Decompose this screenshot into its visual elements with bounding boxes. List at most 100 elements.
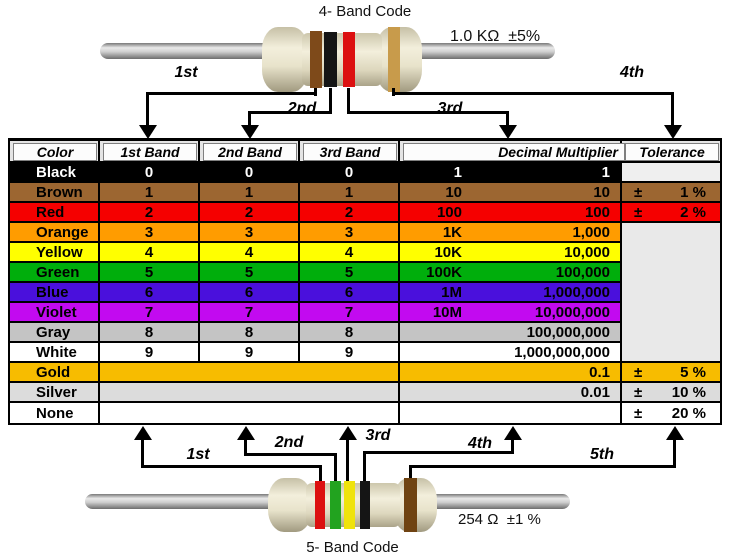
arrow-line	[244, 438, 247, 456]
color-name: Green	[10, 263, 100, 283]
cell-multiplier: 1K 1,000	[400, 223, 622, 243]
resistor-band-red	[343, 32, 355, 87]
cell-multiplier: 100,000,000	[400, 323, 622, 343]
arrow-line	[506, 111, 509, 126]
arrowhead-up-icon	[504, 426, 522, 440]
cell-multiplier: 0.1	[400, 363, 622, 383]
arrow-label-5th: 5th	[590, 446, 614, 463]
arrow-line	[319, 465, 322, 482]
color-name: Orange	[10, 223, 100, 243]
cell-bands-merged	[100, 383, 400, 403]
resistor-band-green	[330, 481, 341, 529]
cell-1st-band: 7	[100, 303, 200, 323]
cell-3rd-band: 8	[300, 323, 400, 343]
arrow-line	[511, 438, 514, 454]
cell-multiplier: 10M 10,000,000	[400, 303, 622, 323]
cell-tolerance	[622, 343, 720, 363]
color-code-table: Color 1st Band 2nd Band 3rd Band Decimal…	[8, 138, 722, 425]
cell-multiplier: 1M 1,000,000	[400, 283, 622, 303]
cell-bands-merged	[100, 363, 400, 383]
arrow-label-3rd: 3rd	[365, 427, 391, 444]
cell-2nd-band: 5	[200, 263, 300, 283]
color-name: Blue	[10, 283, 100, 303]
five-band-value-label: 254 Ω ±1 %	[458, 511, 541, 528]
cell-1st-band: 5	[100, 263, 200, 283]
cell-multiplier: 1,000,000,000	[400, 343, 622, 363]
header-3rd-band: 3rd Band	[303, 143, 397, 161]
table-row-silver: Silver 0.01 ±10 %	[10, 383, 720, 403]
arrow-label-3rd: 3rd	[437, 100, 463, 117]
arrow-label-2nd: 2nd	[274, 434, 304, 451]
resistor-band-black	[360, 481, 370, 529]
arrow-line	[141, 465, 322, 468]
color-name: Gold	[10, 363, 100, 383]
arrow-line	[347, 88, 350, 114]
resistor-band-yellow	[344, 481, 355, 529]
arrowhead-down-icon	[499, 125, 517, 139]
header-tolerance: Tolerance	[625, 143, 719, 161]
arrow-line	[392, 92, 674, 95]
cell-tolerance	[622, 163, 720, 183]
color-name: Gray	[10, 323, 100, 343]
cell-3rd-band: 7	[300, 303, 400, 323]
five-band-title: 5- Band Code	[306, 539, 399, 556]
arrow-line	[363, 451, 514, 454]
cell-tolerance: ±20 %	[634, 404, 706, 422]
arrowhead-up-icon	[339, 426, 357, 440]
arrow-line	[347, 111, 509, 114]
table-row-brown: Brown 1 1 1 10 10 ±1 %	[10, 183, 720, 203]
arrow-label-2nd: 2nd	[287, 100, 317, 117]
arrowhead-up-icon	[134, 426, 152, 440]
table-row-violet: Violet 7 7 7 10M 10,000,000	[10, 303, 720, 323]
arrowhead-down-icon	[241, 125, 259, 139]
cell-1st-band: 2	[100, 203, 200, 223]
arrow-line	[248, 111, 251, 126]
header-color: Color	[13, 143, 97, 161]
cell-multiplier: 0.01	[400, 383, 622, 403]
cell-1st-band: 9	[100, 343, 200, 363]
cell-2nd-band: 9	[200, 343, 300, 363]
table-row-gray: Gray 8 8 8 100,000,000	[10, 323, 720, 343]
arrow-line	[673, 438, 676, 468]
arrow-line	[248, 111, 332, 114]
cell-2nd-band: 1	[200, 183, 300, 203]
table-row-blue: Blue 6 6 6 1M 1,000,000	[10, 283, 720, 303]
arrow-line	[346, 438, 349, 482]
arrow-line	[334, 453, 337, 482]
resistor-body-end	[262, 27, 308, 92]
cell-2nd-band: 6	[200, 283, 300, 303]
color-name: Violet	[10, 303, 100, 323]
resistor-band-brown	[310, 31, 322, 88]
color-name: None	[10, 403, 100, 423]
cell-tolerance	[622, 263, 720, 283]
header-1st-band: 1st Band	[103, 143, 197, 161]
header-decimal-multiplier: Decimal Multiplier	[403, 143, 625, 161]
cell-3rd-band: 1	[300, 183, 400, 203]
arrowhead-up-icon	[666, 426, 684, 440]
arrow-line	[146, 92, 149, 126]
cell-multiplier: 100K 100,000	[400, 263, 622, 283]
arrow-label-1st: 1st	[174, 64, 198, 81]
table-row-white: White 9 9 9 1,000,000,000	[10, 343, 720, 363]
resistor-band-gold	[388, 27, 400, 92]
cell-1st-band: 6	[100, 283, 200, 303]
cell-2nd-band: 4	[200, 243, 300, 263]
cell-2nd-band: 0	[200, 163, 300, 183]
cell-3rd-band: 5	[300, 263, 400, 283]
color-name: Yellow	[10, 243, 100, 263]
cell-2nd-band: 8	[200, 323, 300, 343]
arrow-line	[671, 92, 674, 126]
arrow-line	[409, 465, 676, 468]
cell-tolerance	[622, 323, 720, 343]
arrow-line	[409, 465, 412, 482]
cell-multiplier: 10 10	[400, 183, 622, 203]
arrow-label-4th: 4th	[620, 64, 644, 81]
cell-multiplier	[400, 403, 622, 423]
arrow-line	[146, 92, 317, 95]
cell-3rd-band: 2	[300, 203, 400, 223]
arrowhead-down-icon	[664, 125, 682, 139]
cell-tolerance: ±10 %	[622, 383, 720, 403]
resistor-band-black	[324, 32, 337, 87]
